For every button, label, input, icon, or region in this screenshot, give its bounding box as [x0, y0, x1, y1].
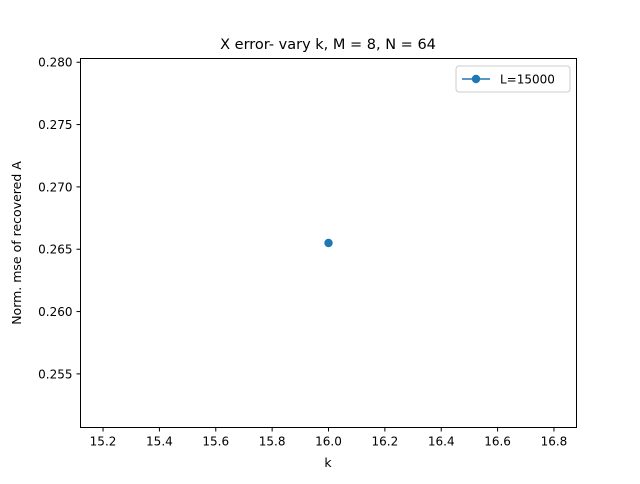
plot-area-frame: [80, 58, 577, 428]
y-axis-ticks: 0.255 0.260 0.265 0.270 0.275 0.280: [38, 56, 81, 381]
legend-label: L=15000: [500, 73, 555, 87]
y-tick-label: 0.260: [38, 305, 72, 319]
x-tick-label: 16.8: [541, 435, 568, 449]
legend: L=15000: [455, 65, 571, 93]
legend-marker-swatch: [471, 74, 481, 84]
y-tick-label: 0.275: [38, 118, 72, 132]
x-axis-ticks: 15.2 15.4 15.6 15.8 16.0 16.2 16.4 16.6 16.8: [90, 427, 568, 449]
x-axis-label: k: [324, 455, 332, 470]
y-tick-label: 0.255: [38, 367, 72, 381]
x-tick-label: 15.4: [146, 435, 173, 449]
x-tick-label: 15.6: [202, 435, 229, 449]
x-tick-label: 16.4: [428, 435, 455, 449]
x-tick-label: 15.8: [259, 435, 286, 449]
x-tick-label: 16.6: [484, 435, 511, 449]
data-point: [324, 238, 333, 248]
x-tick-label: 16.2: [372, 435, 399, 449]
y-axis-label: Norm. mse of recovered A: [9, 161, 24, 325]
legend-box: [455, 65, 571, 93]
y-tick-label: 0.265: [38, 243, 72, 257]
chart-title: X error- vary k, M = 8, N = 64: [220, 37, 436, 53]
x-tick-label: 16.0: [315, 435, 342, 449]
y-tick-label: 0.280: [38, 56, 72, 70]
y-tick-label: 0.270: [38, 180, 72, 194]
x-tick-label: 15.2: [90, 435, 117, 449]
series-layer: [324, 238, 333, 248]
